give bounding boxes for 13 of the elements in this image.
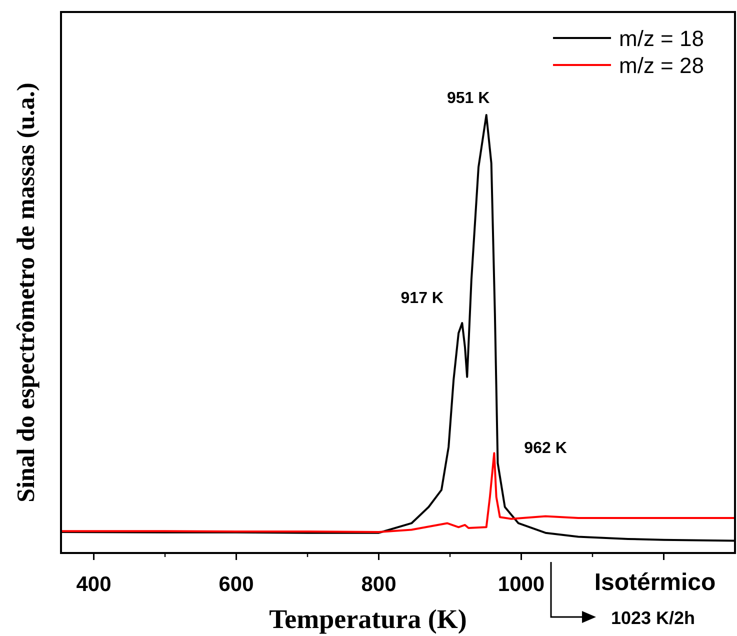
annotation: 951 K [446,90,490,107]
x-tick-label: 600 [218,573,254,596]
x-tick-label: 1000 [498,573,545,596]
x-axis-title: Temperatura (K) [269,604,467,634]
legend-label: m/z = 28 [619,53,704,78]
annotation: 962 K [524,440,568,458]
annotation: 917 K [400,290,444,308]
x-tick-label: 400 [76,573,112,596]
legend-label: m/z = 18 [619,26,704,51]
text: Isotérmico [594,569,716,596]
text: 1023 K/2h [610,608,696,628]
x-tick-label: 800 [361,573,396,596]
y-axis-title: Sinal do espectrômetro de massas (u.a.) [13,82,40,502]
